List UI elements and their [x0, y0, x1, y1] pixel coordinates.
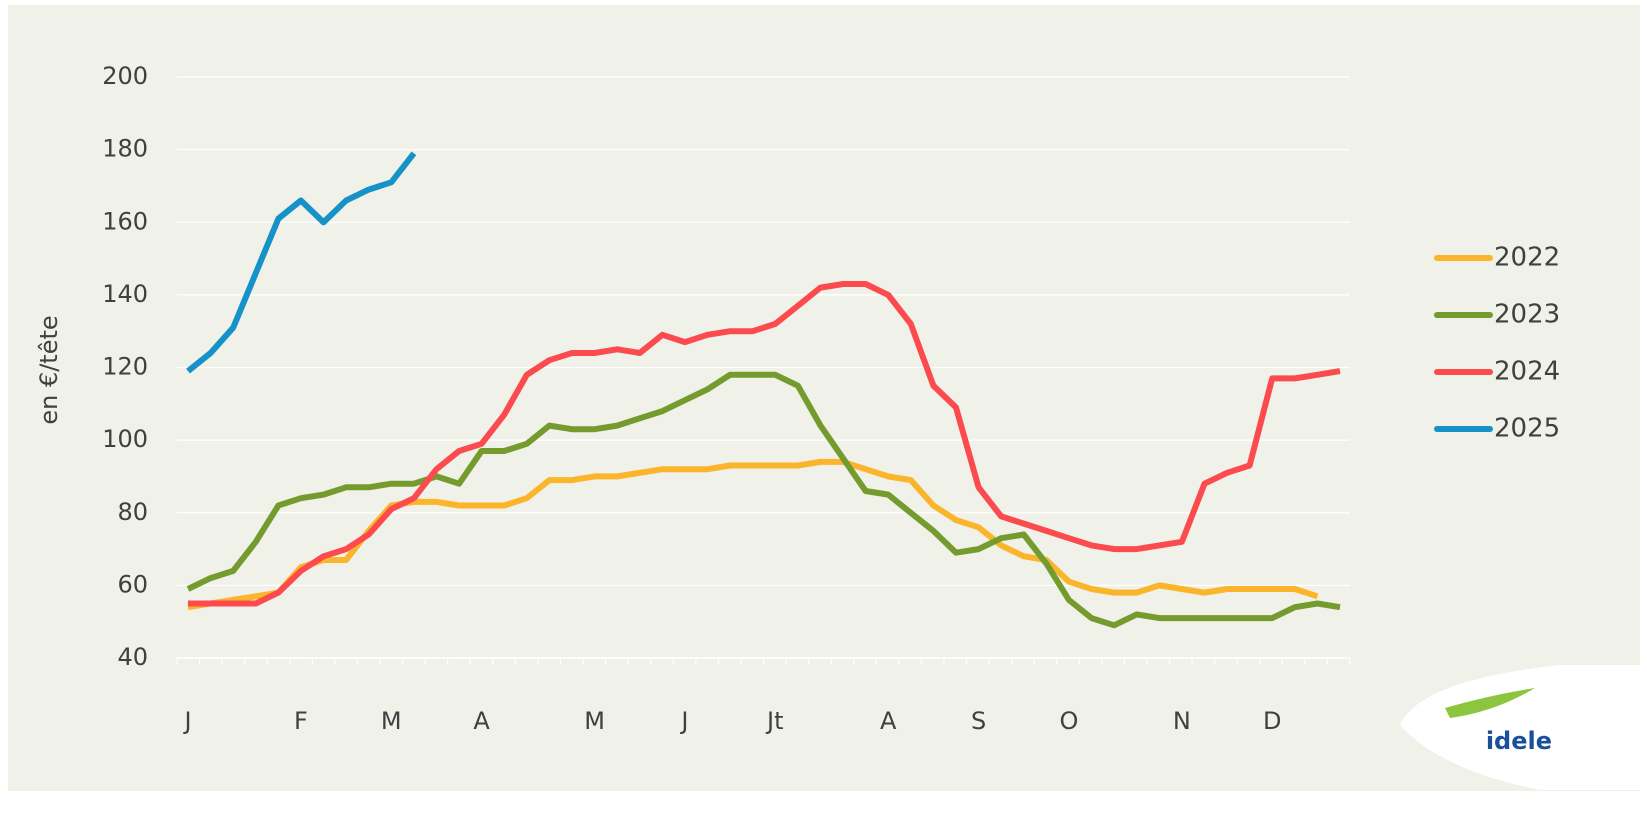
logo-text: idele	[1486, 727, 1552, 755]
y-tick-label: 180	[102, 135, 148, 163]
series-line	[186, 371, 1341, 629]
series-line	[188, 281, 1341, 607]
y-tick-label: 160	[102, 207, 148, 235]
x-tick-label: S	[971, 707, 986, 735]
y-tick-label: 100	[102, 425, 148, 453]
chart-background	[8, 5, 1640, 791]
logo-badge	[1400, 665, 1647, 790]
y-tick-label: 140	[102, 280, 148, 308]
y-tick-label: 120	[102, 353, 148, 381]
legend-label: 2023	[1494, 300, 1560, 330]
x-tick-label: M	[584, 707, 605, 735]
y-tick-label: 200	[102, 62, 148, 90]
legend-label: 2024	[1494, 357, 1560, 387]
logo-swoosh	[1445, 688, 1535, 718]
x-tick-label: F	[294, 707, 308, 735]
legend-label: 2025	[1494, 414, 1560, 444]
series-line	[186, 151, 417, 374]
x-tick-label: M	[381, 707, 402, 735]
y-tick-label: 60	[117, 570, 148, 598]
x-tick-label: J	[679, 707, 688, 735]
y-tick-label: 40	[117, 643, 148, 671]
x-tick-label: A	[880, 707, 897, 735]
y-axis-label: en €/tête	[35, 315, 63, 424]
x-tick-label: N	[1173, 707, 1191, 735]
x-tick-label: A	[473, 707, 490, 735]
legend-label: 2022	[1494, 243, 1560, 273]
x-tick-label: O	[1059, 707, 1078, 735]
x-tick-label: D	[1263, 707, 1281, 735]
x-tick-label: J	[182, 707, 191, 735]
x-tick-label: Jt	[765, 707, 784, 735]
y-tick-label: 80	[117, 498, 148, 526]
